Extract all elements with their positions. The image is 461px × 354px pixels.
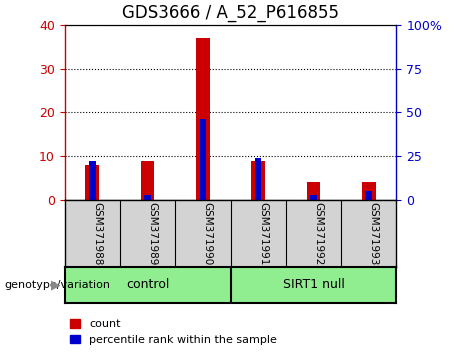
Text: GSM371991: GSM371991 (258, 202, 268, 266)
Text: GSM371993: GSM371993 (369, 202, 379, 266)
Bar (251, 161, 265, 200)
Bar (89, 161, 95, 200)
Bar (366, 191, 372, 200)
Title: GDS3666 / A_52_P616855: GDS3666 / A_52_P616855 (122, 4, 339, 22)
Text: GSM371988: GSM371988 (92, 202, 102, 266)
Bar (307, 183, 320, 200)
Text: control: control (126, 279, 169, 291)
Text: SIRT1 null: SIRT1 null (283, 279, 344, 291)
Text: genotype/variation: genotype/variation (5, 280, 111, 290)
Text: GSM371989: GSM371989 (148, 202, 158, 266)
Bar (362, 183, 376, 200)
Legend: count, percentile rank within the sample: count, percentile rank within the sample (70, 319, 277, 345)
Text: ▶: ▶ (51, 279, 60, 291)
Bar (196, 38, 210, 200)
Bar (85, 165, 99, 200)
Bar (144, 195, 151, 200)
Bar (310, 195, 317, 200)
Bar (141, 161, 154, 200)
Bar (200, 119, 206, 200)
Bar (255, 158, 261, 200)
Text: GSM371992: GSM371992 (313, 202, 324, 266)
Text: GSM371990: GSM371990 (203, 202, 213, 265)
